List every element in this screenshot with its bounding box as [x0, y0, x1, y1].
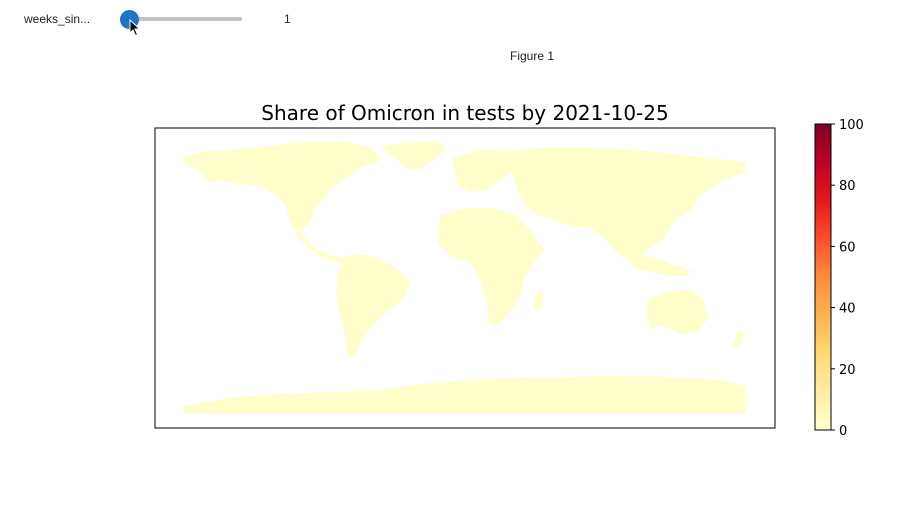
- figure-label: Figure 1: [509, 49, 555, 63]
- europe: [452, 150, 520, 192]
- slider-track[interactable]: [126, 17, 242, 21]
- greenland: [380, 142, 445, 170]
- map-axes-frame: [154, 127, 776, 429]
- colorbar-tick-label: 100: [839, 118, 864, 133]
- asia: [500, 148, 745, 262]
- chart-title: Share of Omicron in tests by 2021-10-25: [261, 101, 668, 125]
- africa: [438, 208, 544, 325]
- colorbar-tick-label: 60: [839, 240, 856, 255]
- australia: [646, 290, 708, 334]
- slider-label: weeks_sin...: [24, 12, 91, 26]
- slider-value: 1: [284, 12, 291, 26]
- slider-widget: weeks_sin... 1: [0, 0, 921, 40]
- colorbar-ticks: 0 20 40 60 80 100: [831, 118, 864, 439]
- north-america: [182, 142, 382, 264]
- world-map: [182, 142, 746, 413]
- mouse-cursor-icon: [129, 19, 141, 37]
- madagascar: [533, 290, 544, 312]
- new-zealand: [732, 330, 744, 348]
- south-america: [336, 254, 410, 358]
- colorbar-gradient: [814, 123, 832, 431]
- southeast-asia-islands: [630, 256, 690, 276]
- colorbar-tick-label: 40: [839, 302, 856, 317]
- antarctica: [184, 376, 746, 413]
- colorbar-tick-label: 80: [839, 179, 856, 194]
- colorbar: 0 20 40 60 80 100: [814, 118, 864, 439]
- colorbar-tick-label: 0: [839, 424, 847, 439]
- colorbar-tick-label: 20: [839, 363, 856, 378]
- japan: [684, 186, 698, 212]
